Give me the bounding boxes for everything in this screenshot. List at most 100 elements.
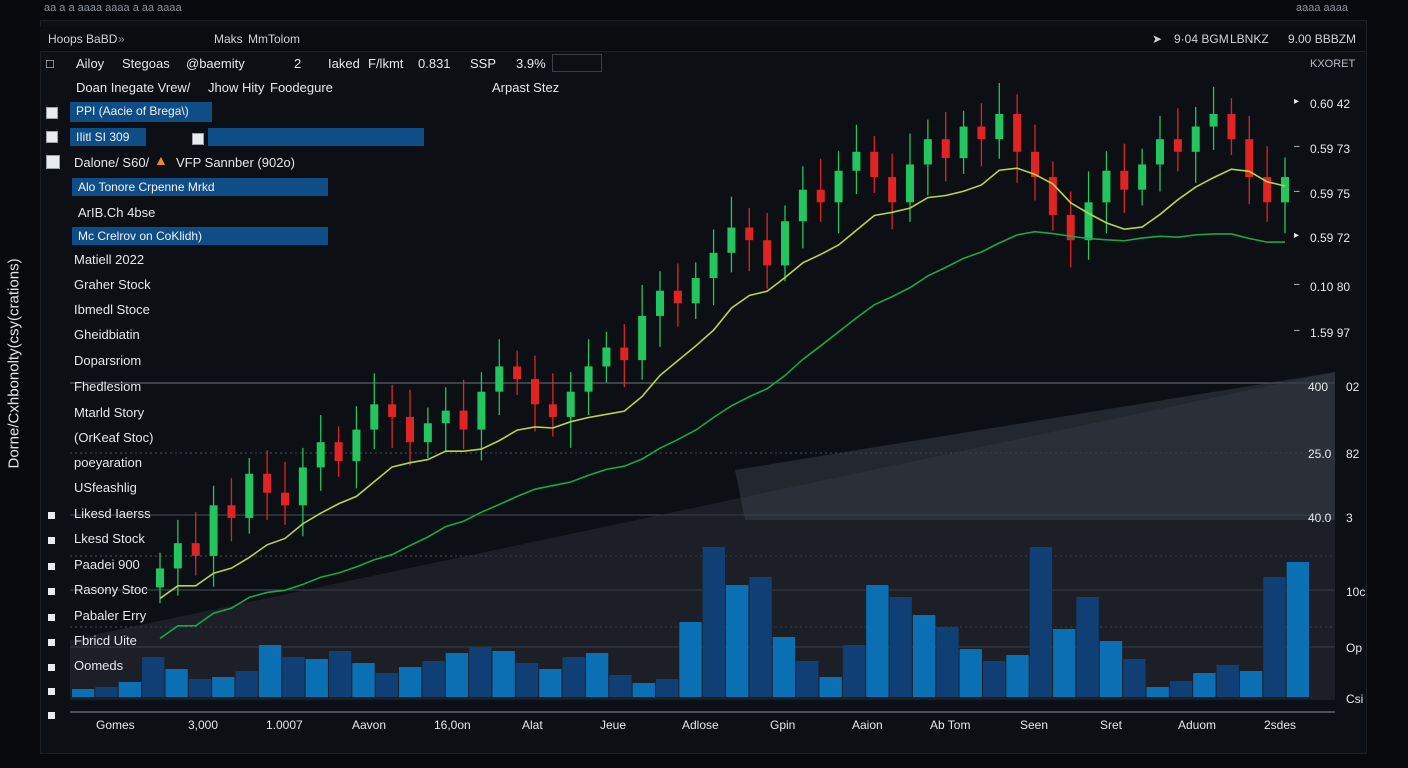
volume-bar bbox=[1053, 629, 1076, 697]
volume-bar bbox=[1169, 681, 1193, 697]
sidebar-item-1[interactable]: IIitl SI 309 bbox=[70, 128, 146, 146]
checkbox-2[interactable] bbox=[46, 155, 60, 169]
candle-body bbox=[477, 391, 486, 430]
sidebar-item-18[interactable]: Paadei 900 bbox=[74, 557, 140, 572]
volume-bar bbox=[212, 677, 235, 697]
candle-body bbox=[620, 347, 629, 361]
title-bar: aa a a aaaa aaaa a aa aaaa aaaa aaaa bbox=[0, 0, 1408, 20]
sidebar-item-8[interactable]: Ibmedl Stoce bbox=[74, 302, 150, 317]
candle-body bbox=[798, 189, 807, 222]
ticker-mid1[interactable]: Maks bbox=[214, 32, 243, 46]
sidebar-bullet-17[interactable] bbox=[48, 537, 55, 544]
candle-body bbox=[602, 347, 611, 367]
sidebar-item-0[interactable]: PPI (Aacie of Brega\) bbox=[70, 102, 212, 122]
volume-bar bbox=[1006, 655, 1029, 697]
send-icon[interactable]: ➤ bbox=[1152, 32, 1163, 46]
candle-body bbox=[513, 366, 522, 380]
sidebar-bullet-18[interactable] bbox=[48, 563, 55, 570]
time-tick: Seen bbox=[1020, 718, 1049, 732]
candle-body bbox=[923, 139, 932, 165]
ticker-strip: Hoops BaBD » Maks MmTolom ➤ 9·04 BGM LBN… bbox=[40, 27, 1365, 52]
candle-body bbox=[209, 505, 218, 556]
sidebar-item-13[interactable]: (OrKeaf Stoc) bbox=[74, 430, 154, 445]
sidebar-item-7[interactable]: Graher Stock bbox=[74, 277, 151, 292]
toolbar-item-1[interactable]: Stegoas bbox=[122, 56, 170, 71]
checkbox-1b[interactable] bbox=[192, 133, 204, 145]
toolbar2-item-2[interactable]: Foodegure bbox=[270, 80, 333, 95]
volume-bar bbox=[632, 683, 655, 697]
sidebar-bullet-end[interactable] bbox=[48, 688, 55, 695]
chevron-double-icon[interactable]: » bbox=[118, 32, 125, 46]
ticker-mid2[interactable]: MmTolom bbox=[248, 32, 301, 46]
volume-bar bbox=[492, 651, 515, 697]
sidebar-item-4[interactable]: ArIB.Ch 4bse bbox=[78, 205, 156, 220]
toolbar-item-4[interactable]: Iaked bbox=[328, 56, 360, 71]
volume-tick: 25.0 bbox=[1308, 447, 1332, 461]
volume-bar bbox=[515, 663, 539, 697]
toolbar-checkbox[interactable]: □ bbox=[46, 56, 54, 71]
volume-bar bbox=[726, 585, 749, 697]
sidebar-item-22[interactable]: Oomeds bbox=[74, 658, 124, 673]
price-tick: 0.10 80 bbox=[1310, 280, 1351, 294]
candle-body bbox=[691, 278, 700, 304]
volume-bar bbox=[72, 689, 95, 697]
volume-bar bbox=[1286, 562, 1309, 697]
toolbar-item-0[interactable]: Ailoy bbox=[76, 56, 105, 71]
candle-body bbox=[441, 410, 450, 424]
toolbar-item-2[interactable]: @baemity bbox=[186, 56, 245, 71]
sidebar-item-2[interactable]: Dalone/ S60/ bbox=[74, 155, 150, 170]
checkbox-0[interactable] bbox=[46, 107, 58, 119]
sidebar-item-5[interactable]: Mc Crelrov on CoKlidh) bbox=[72, 227, 328, 245]
time-tick: Sret bbox=[1100, 718, 1123, 732]
sidebar-item-19[interactable]: Rasony Stoc bbox=[74, 582, 148, 597]
sidebar-item-21[interactable]: Fbricd Uite bbox=[74, 633, 137, 648]
toolbar-item-5[interactable]: F/lkmt bbox=[368, 56, 404, 71]
toolbar-item-3[interactable]: 2 bbox=[294, 56, 302, 71]
sidebar-item-12[interactable]: Mtarld Story bbox=[74, 405, 145, 420]
candle-body bbox=[548, 404, 557, 417]
time-tick: 3,000 bbox=[188, 718, 219, 732]
toolbar2-item-1[interactable]: Jhow Hity bbox=[208, 80, 265, 95]
volume-bar bbox=[1029, 547, 1053, 697]
candle-body bbox=[638, 315, 647, 361]
volume-bar bbox=[282, 657, 305, 697]
sidebar-item-16[interactable]: Likesd Iaerss bbox=[74, 506, 151, 521]
sidebar-item-3[interactable]: Alo Tonore Crpenne Mrkd bbox=[72, 178, 328, 196]
ticker-left[interactable]: Hoops BaBD bbox=[48, 32, 118, 46]
sidebar-item-6[interactable]: Matiell 2022 bbox=[74, 252, 145, 267]
candle-body bbox=[1066, 214, 1075, 241]
candle-body bbox=[1013, 113, 1022, 152]
toolbar-input[interactable] bbox=[552, 54, 602, 72]
sidebar-bullet-21[interactable] bbox=[48, 639, 55, 646]
volume-bar bbox=[165, 669, 188, 697]
volume-bar bbox=[328, 651, 352, 697]
volume-tick-right: Op bbox=[1346, 641, 1363, 655]
toolbar2-item-0[interactable]: Doan Inegate Vrew/ bbox=[76, 80, 191, 95]
sidebar-bullet-19[interactable] bbox=[48, 588, 55, 595]
volume-bar bbox=[375, 673, 399, 697]
sidebar-bullet-20[interactable] bbox=[48, 614, 55, 621]
candle-body bbox=[1263, 177, 1272, 203]
caret-right-icon: ▸ bbox=[1294, 96, 1300, 107]
checkbox-1[interactable] bbox=[46, 131, 58, 143]
sidebar-item-14[interactable]: poeyaration bbox=[74, 455, 142, 470]
sidebar-item-9[interactable]: Gheidbiatin bbox=[74, 327, 140, 342]
toolbar-item-7[interactable]: SSP bbox=[470, 56, 497, 71]
sidebar-bullet-22[interactable] bbox=[48, 664, 55, 671]
candle-body bbox=[888, 177, 897, 203]
sidebar-bullet-16[interactable] bbox=[48, 512, 55, 519]
sidebar-item-11[interactable]: Fhedlesiom bbox=[74, 379, 142, 394]
sidebar-item-1-bar[interactable] bbox=[208, 128, 424, 146]
sidebar-item-10[interactable]: Doparsriom bbox=[74, 353, 142, 368]
sidebar-item-15[interactable]: USfeashlig bbox=[74, 480, 137, 495]
sidebar-bullet-end2[interactable] bbox=[48, 712, 55, 719]
time-tick: 1.0007 bbox=[266, 718, 303, 732]
title-bar-left: aa a a aaaa aaaa a aa aaaa bbox=[44, 2, 182, 14]
candle-body bbox=[1245, 139, 1254, 178]
sidebar-item-20[interactable]: Pabaler Erry bbox=[74, 608, 147, 623]
candle-body bbox=[298, 467, 307, 506]
volume-bar bbox=[118, 682, 142, 697]
candle-body bbox=[191, 543, 200, 556]
sidebar-item-17[interactable]: Lkesd Stock bbox=[74, 531, 145, 546]
